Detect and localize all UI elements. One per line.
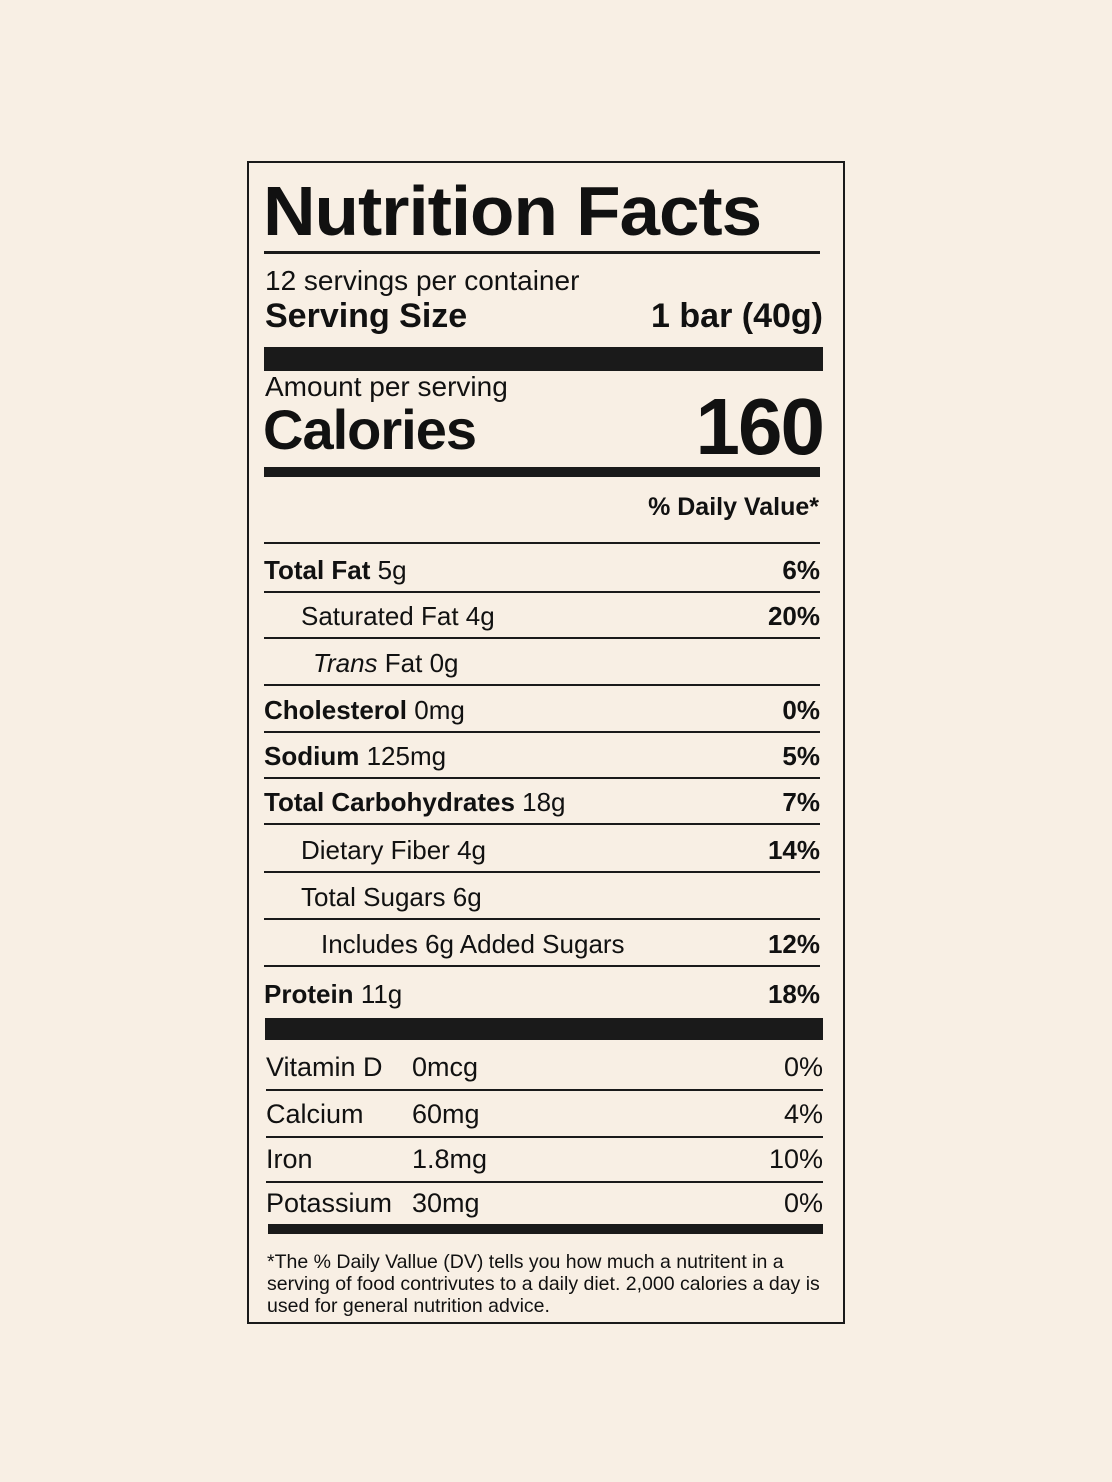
nutrient-name: Cholesterol 0mg — [264, 695, 465, 725]
nutrition-facts-label: Nutrition Facts 12 servings per containe… — [247, 161, 845, 1324]
nutrient-row-sodium: Sodium 125mg 5% — [264, 731, 820, 779]
nutrient-name: Total Carbohydrates 18g — [264, 787, 566, 817]
nutrient-name: Dietary Fiber 4g — [301, 835, 486, 865]
nutrient-dv: 20% — [767, 601, 820, 631]
nutrient-dv: 12% — [767, 929, 820, 959]
vitamin-row-vitamin-d: Vitamin D 0mcg 0% — [266, 1044, 823, 1091]
vitamin-amount: 30mg — [412, 1188, 480, 1218]
medium-divider — [268, 1224, 823, 1234]
serving-size-label: Serving Size — [265, 297, 468, 335]
vitamin-dv: 10% — [768, 1144, 823, 1174]
serving-size-value: 1 bar (40g) — [651, 297, 823, 335]
thick-divider — [265, 1018, 823, 1040]
nutrient-name: Sodium 125mg — [264, 741, 447, 771]
nutrient-name: Includes 6g Added Sugars — [321, 929, 625, 959]
nutrient-row-protein: Protein 11g 18% — [264, 969, 820, 1015]
vitamin-dv: 4% — [783, 1099, 823, 1129]
nutrient-name: Total Fat 5g — [264, 555, 407, 585]
vitamin-amount: 60mg — [412, 1099, 480, 1129]
label-title: Nutrition Facts — [263, 172, 762, 250]
thick-divider — [264, 347, 823, 371]
calories-value: 160 — [695, 382, 825, 471]
vitamin-dv: 0% — [783, 1188, 823, 1218]
vitamin-name: Potassium — [266, 1188, 393, 1218]
vitamin-name: Vitamin D — [266, 1052, 383, 1082]
vitamin-name: Calcium — [266, 1099, 364, 1129]
nutrient-name: Saturated Fat 4g — [301, 601, 495, 631]
nutrient-row-trans-fat: Trans Fat 0g — [264, 638, 820, 686]
nutrient-row-total-carbohydrates: Total Carbohydrates 18g 7% — [264, 777, 820, 825]
nutrient-row-total-sugars: Total Sugars 6g — [264, 872, 820, 920]
divider — [264, 251, 820, 254]
nutrient-name: Trans Fat 0g — [313, 648, 459, 678]
nutrient-dv: 7% — [782, 787, 820, 817]
nutrient-dv: 18% — [767, 979, 820, 1009]
nutrient-row-cholesterol: Cholesterol 0mg 0% — [264, 685, 820, 733]
nutrient-row-added-sugars: Includes 6g Added Sugars 12% — [264, 919, 820, 967]
nutrient-row-dietary-fiber: Dietary Fiber 4g 14% — [264, 825, 820, 873]
nutrient-dv: 6% — [782, 555, 820, 585]
vitamin-row-iron: Iron 1.8mg 10% — [266, 1136, 823, 1183]
vitamin-dv: 0% — [783, 1052, 823, 1082]
vitamin-row-potassium: Potassium 30mg 0% — [266, 1180, 823, 1225]
nutrient-name: Total Sugars 6g — [301, 882, 482, 912]
vitamin-row-calcium: Calcium 60mg 4% — [266, 1091, 823, 1138]
amount-per-serving: Amount per serving — [265, 371, 508, 402]
daily-value-header: % Daily Value* — [648, 493, 819, 521]
calories-label: Calories — [263, 398, 477, 461]
vitamin-amount: 0mcg — [412, 1052, 479, 1082]
vitamin-name: Iron — [266, 1144, 313, 1174]
medium-divider — [264, 467, 820, 477]
nutrient-dv: 5% — [782, 741, 820, 771]
vitamin-amount: 1.8mg — [412, 1144, 488, 1174]
nutrient-row-saturated-fat: Saturated Fat 4g 20% — [264, 591, 820, 639]
nutrient-dv: 0% — [782, 695, 820, 725]
divider — [264, 542, 820, 544]
nutrient-name: Protein 11g — [264, 979, 403, 1009]
servings-per-container: 12 servings per container — [265, 265, 580, 296]
nutrient-row-total-fat: Total Fat 5g 6% — [264, 545, 820, 593]
nutrient-dv: 14% — [767, 835, 820, 865]
footnote: *The % Daily Vallue (DV) tells you how m… — [267, 1251, 820, 1317]
